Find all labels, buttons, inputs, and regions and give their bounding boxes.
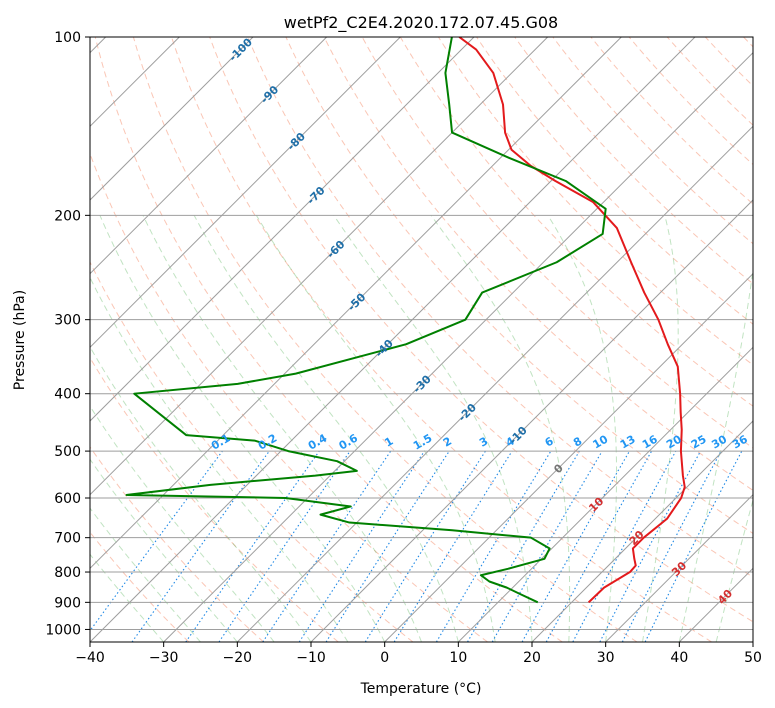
mixing-ratio-line bbox=[393, 450, 513, 642]
dry-adiabat bbox=[209, 37, 753, 623]
moist-adiabat bbox=[90, 405, 275, 642]
mixing-ratio-line bbox=[262, 450, 392, 642]
isotherm-line bbox=[90, 37, 696, 642]
x-tick-label: 30 bbox=[597, 650, 615, 666]
x-tick-label: 20 bbox=[523, 650, 541, 666]
y-tick-label: 900 bbox=[54, 595, 81, 611]
x-tick-label: 0 bbox=[380, 650, 389, 666]
mixing-ratio-line bbox=[298, 450, 425, 642]
mixing-ratio-line bbox=[185, 450, 320, 642]
mixing-ratio-line bbox=[572, 450, 677, 642]
moist-adiabat bbox=[193, 215, 459, 642]
y-tick-label: 600 bbox=[54, 491, 81, 507]
x-axis-label: Temperature (°C) bbox=[360, 681, 482, 697]
y-tick-label: 400 bbox=[54, 387, 81, 403]
mixing-ratio-line bbox=[644, 450, 743, 642]
y-axis-label: Pressure (hPa) bbox=[12, 290, 28, 390]
dry-adiabat bbox=[90, 260, 414, 642]
moist-adiabat bbox=[90, 458, 238, 642]
x-tick-label: −20 bbox=[223, 650, 253, 666]
moist-adiabat bbox=[547, 215, 618, 642]
plot-background bbox=[90, 37, 753, 642]
y-tick-label: 300 bbox=[54, 313, 81, 329]
dry-adiabat bbox=[94, 37, 563, 642]
isotherm-line bbox=[90, 37, 622, 570]
y-tick-label: 700 bbox=[54, 531, 81, 547]
mixing-ratio-line bbox=[218, 450, 351, 642]
mixing-ratio-line bbox=[325, 450, 450, 642]
chart-title: wetPf2_C2E4.2020.172.07.45.G08 bbox=[284, 13, 558, 33]
dry-adiabat bbox=[476, 37, 753, 325]
isotherm-line bbox=[236, 125, 753, 642]
y-tick-label: 800 bbox=[54, 565, 81, 581]
x-tick-label: 10 bbox=[449, 650, 467, 666]
dewpoint-profile bbox=[125, 37, 607, 604]
moist-adiabat bbox=[678, 265, 753, 642]
mixing-ratio-line bbox=[131, 450, 270, 642]
x-tick-label: 50 bbox=[744, 650, 762, 666]
mixing-ratio-line bbox=[545, 450, 653, 642]
moist-adiabat bbox=[642, 215, 679, 642]
isotherm-line bbox=[90, 37, 549, 496]
isotherm-line bbox=[605, 493, 753, 642]
temperature-profile bbox=[458, 37, 686, 604]
isotherm-line bbox=[384, 272, 753, 642]
plot-frame bbox=[89, 36, 754, 643]
dry-adiabat bbox=[171, 37, 713, 642]
moist-adiabat bbox=[333, 215, 533, 642]
y-tick-label: 200 bbox=[54, 208, 81, 224]
y-tick-label: 1000 bbox=[45, 622, 81, 638]
dry-adiabat bbox=[132, 37, 638, 642]
moist-adiabat bbox=[99, 215, 386, 642]
isotherm-line bbox=[90, 37, 401, 349]
moist-adiabat bbox=[430, 215, 571, 642]
isotherm-line bbox=[90, 37, 475, 422]
dry-adiabat bbox=[514, 37, 753, 285]
isotherm-line bbox=[531, 420, 753, 642]
isotherm-line bbox=[310, 199, 753, 642]
x-tick-label: −40 bbox=[75, 650, 105, 666]
moist-adiabat bbox=[90, 345, 312, 642]
dry-adiabat bbox=[90, 446, 264, 642]
dry-adiabat bbox=[323, 37, 753, 491]
y-tick-label: 500 bbox=[54, 444, 81, 460]
isotherm-line bbox=[752, 641, 753, 642]
dry-adiabat bbox=[247, 37, 753, 578]
isotherm-line bbox=[457, 346, 753, 642]
x-tick-label: −30 bbox=[149, 650, 179, 666]
x-tick-label: 40 bbox=[670, 650, 688, 666]
x-tick-label: −10 bbox=[296, 650, 326, 666]
mixing-ratio-line bbox=[521, 450, 630, 642]
isotherm-line bbox=[90, 37, 328, 275]
dry-adiabat bbox=[90, 356, 339, 642]
y-tick-label: 100 bbox=[54, 30, 81, 46]
mixing-ratio-line bbox=[90, 450, 223, 632]
isotherm-line bbox=[163, 51, 753, 642]
isotherm-line bbox=[90, 37, 254, 201]
